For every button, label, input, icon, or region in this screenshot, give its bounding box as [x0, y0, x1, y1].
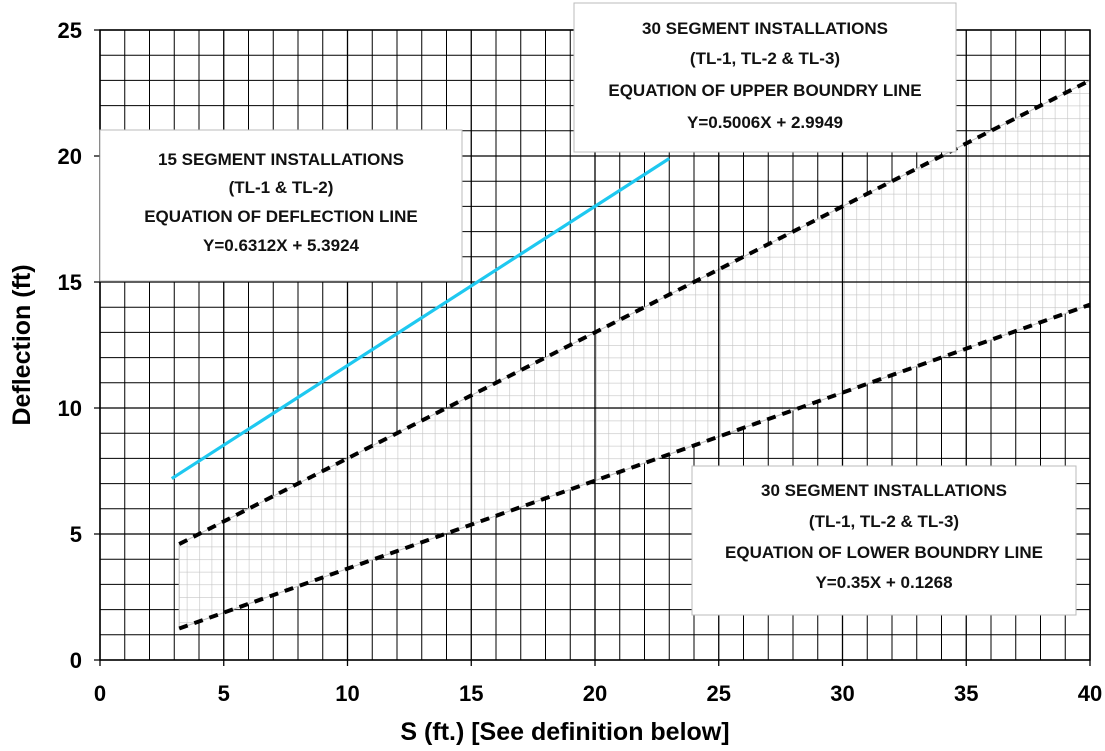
annotation-boxes: 15 SEGMENT INSTALLATIONS (TL-1 & TL-2) E… [99, 2, 1077, 616]
lower-box-line-1: 30 SEGMENT INSTALLATIONS [761, 481, 1007, 500]
lower-boundary-equation-box: 30 SEGMENT INSTALLATIONS (TL-1, TL-2 & T… [691, 465, 1077, 616]
deflection-box-line-2: (TL-1 & TL-2) [229, 178, 334, 197]
upper-box-line-1: 30 SEGMENT INSTALLATIONS [642, 19, 888, 38]
lower-box-line-4: Y=0.35X + 0.1268 [815, 573, 952, 592]
y-axis-title: Deflection (ft) [8, 264, 36, 425]
x-tick-label: 20 [583, 681, 607, 706]
y-tick-label: 10 [58, 396, 82, 421]
y-tick-label: 15 [58, 270, 82, 295]
deflection-box-line-1: 15 SEGMENT INSTALLATIONS [158, 150, 404, 169]
y-tick-labels: 0 5 10 15 20 25 [58, 18, 82, 673]
upper-box-line-2: (TL-1, TL-2 & TL-3) [690, 49, 840, 68]
x-tick-label: 40 [1078, 681, 1102, 706]
deflection-equation-box: 15 SEGMENT INSTALLATIONS (TL-1 & TL-2) E… [99, 129, 463, 282]
x-tick-label: 10 [335, 681, 359, 706]
upper-box-line-4: Y=0.5006X + 2.9949 [687, 113, 843, 132]
x-tick-label: 35 [954, 681, 978, 706]
deflection-line [170, 157, 671, 480]
series-lines [170, 78, 1091, 631]
x-tick-labels: 0 5 10 15 20 25 30 35 40 [94, 681, 1102, 706]
deflection-box-line-3: EQUATION OF DEFLECTION LINE [144, 207, 418, 226]
lower-box-line-2: (TL-1, TL-2 & TL-3) [809, 512, 959, 531]
y-tick-label: 5 [70, 522, 82, 547]
x-tick-label: 30 [830, 681, 854, 706]
lower-line [178, 302, 1091, 631]
deflection-box-line-4: Y=0.6312X + 5.3924 [203, 236, 360, 255]
y-tick-label: 25 [58, 18, 82, 43]
upper-line [178, 78, 1091, 546]
y-tick-label: 0 [70, 648, 82, 673]
upper-box-line-3: EQUATION OF UPPER BOUNDRY LINE [608, 81, 921, 100]
x-tick-label: 0 [94, 681, 106, 706]
lower-box-line-3: EQUATION OF LOWER BOUNDRY LINE [725, 543, 1043, 562]
x-tick-label: 15 [459, 681, 483, 706]
x-axis-title: S (ft.) [See definition below] [400, 718, 729, 746]
x-tick-label: 25 [707, 681, 731, 706]
x-tick-label: 5 [218, 681, 230, 706]
upper-boundary-equation-box: 30 SEGMENT INSTALLATIONS (TL-1, TL-2 & T… [573, 2, 957, 153]
y-tick-label: 20 [58, 144, 82, 169]
